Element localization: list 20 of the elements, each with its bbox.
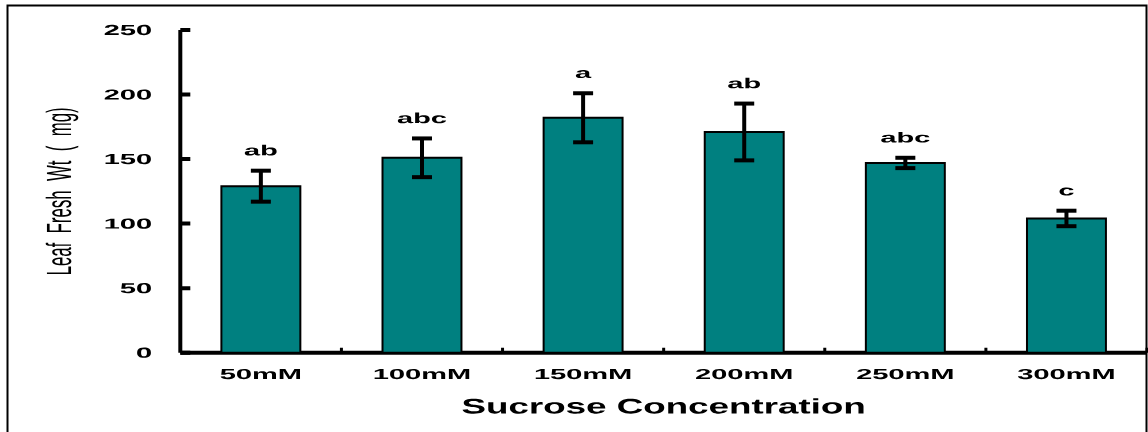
x-tick-label: 50mM xyxy=(220,368,301,380)
annotation: abc xyxy=(397,112,447,124)
x-axis-title: Sucrose Concentration xyxy=(462,398,864,414)
x-tick-label: 150mM xyxy=(535,368,631,380)
annotation: ab xyxy=(728,77,760,89)
x-tick-label: 250mM xyxy=(857,368,953,380)
annotation: a xyxy=(575,70,592,79)
annotation: ab xyxy=(244,144,277,156)
x-tick-label: 100mM xyxy=(374,368,470,380)
y-tick-label: 50 xyxy=(120,283,151,294)
y-tick-label: 150 xyxy=(105,153,151,165)
y-tick-label: 0 xyxy=(137,347,151,358)
y-tick-label: 100 xyxy=(105,218,151,229)
annotation: c xyxy=(1059,187,1074,196)
y-axis-title: Leaf Fresh Wt ( mg) xyxy=(45,108,79,274)
y-tick-label: 250 xyxy=(104,24,151,36)
y-tick-label: 200 xyxy=(104,89,151,100)
annotation: abc xyxy=(881,131,930,143)
x-tick-label: 300mM xyxy=(1017,368,1114,380)
x-tick-label: 200mM xyxy=(696,368,792,380)
